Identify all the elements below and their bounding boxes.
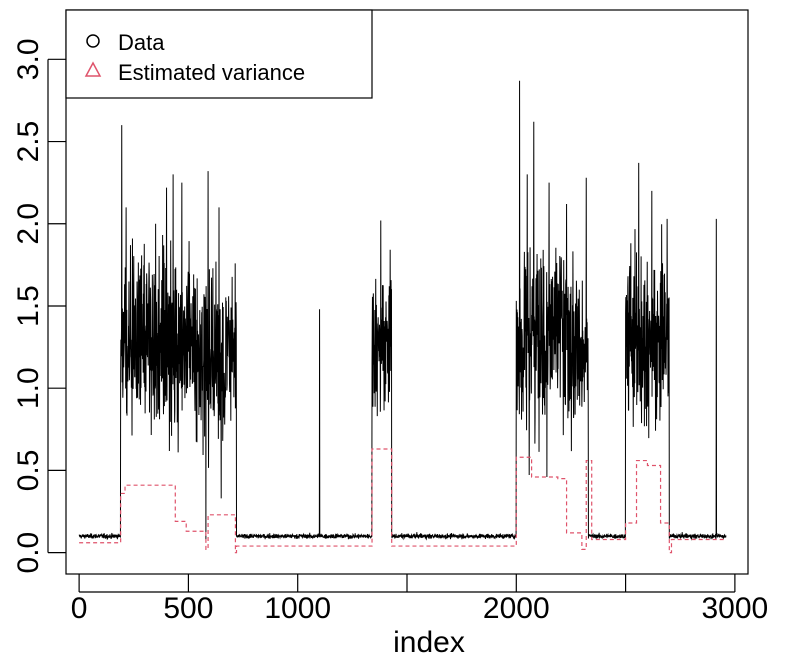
estimated-variance-line xyxy=(79,448,727,554)
y-axis: 0.0 0.5 1.0 1.5 2.0 2.5 3.0 xyxy=(12,38,66,573)
legend-label-estimated-variance: Estimated variance xyxy=(118,60,305,85)
data-series-line xyxy=(78,80,727,541)
x-tick-label: 2000 xyxy=(483,592,550,625)
legend-box xyxy=(65,9,373,99)
y-tick-label: 1.0 xyxy=(12,367,45,409)
x-tick-label: 3000 xyxy=(702,592,769,625)
y-tick-label: 0.5 xyxy=(12,450,45,492)
y-tick-label: 2.5 xyxy=(12,121,45,163)
series-layer xyxy=(78,80,727,554)
x-tick-label: 500 xyxy=(163,592,213,625)
legend-variance-triangle-icon xyxy=(84,61,102,77)
y-tick-label: 0.0 xyxy=(12,532,45,574)
y-tick-label: 1.5 xyxy=(12,285,45,327)
legend: Data Estimated variance xyxy=(65,9,373,99)
x-axis: 0 500 1000 2000 3000 xyxy=(71,574,768,625)
x-tick-label: 0 xyxy=(71,592,88,625)
x-tick-label: 1000 xyxy=(264,592,331,625)
y-tick-label: 3.0 xyxy=(12,38,45,80)
y-tick-label: 2.0 xyxy=(12,203,45,245)
legend-label-data: Data xyxy=(118,30,165,55)
legend-data-circle-icon xyxy=(86,34,100,48)
x-axis-title: index xyxy=(393,626,465,659)
